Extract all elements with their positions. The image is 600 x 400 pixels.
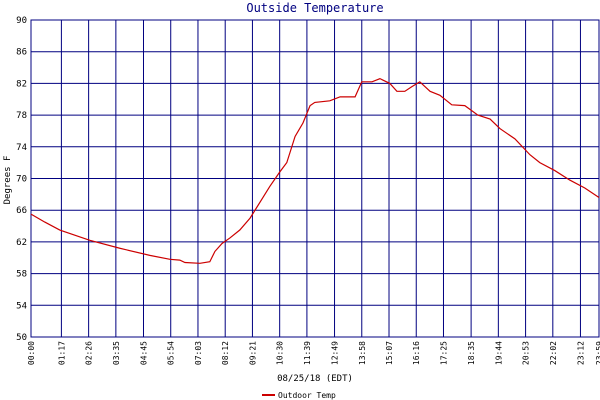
x-tick-label: 20:53 bbox=[522, 341, 531, 365]
x-tick-label: 05:54 bbox=[167, 341, 176, 365]
x-tick-label: 23:59 bbox=[595, 341, 600, 365]
y-tick-label: 86 bbox=[16, 48, 27, 58]
y-tick-label: 50 bbox=[16, 333, 27, 343]
x-tick-label: 16:16 bbox=[412, 341, 421, 365]
chart-title: Outside Temperature bbox=[246, 1, 383, 15]
legend-label: Outdoor Temp bbox=[278, 391, 336, 400]
y-tick-label: 70 bbox=[16, 175, 27, 185]
x-tick-label: 18:35 bbox=[467, 341, 476, 365]
data-line bbox=[30, 77, 600, 264]
x-tick-label: 15:07 bbox=[385, 341, 394, 365]
y-tick-label: 90 bbox=[16, 16, 27, 26]
x-axis-label: 08/25/18 (EDT) bbox=[277, 374, 353, 384]
y-tick-label: 58 bbox=[16, 270, 27, 280]
x-tick-label: 17:25 bbox=[439, 341, 448, 365]
y-tick-label: 66 bbox=[16, 206, 27, 216]
y-tick-label: 54 bbox=[16, 301, 27, 311]
y-tick-label: 74 bbox=[16, 143, 27, 153]
x-tick-label: 13:58 bbox=[358, 341, 367, 365]
x-tick-label: 11:39 bbox=[303, 341, 312, 365]
y-tick-label: 78 bbox=[16, 111, 27, 121]
x-tick-label: 12:49 bbox=[331, 341, 340, 365]
x-tick-label: 01:17 bbox=[57, 341, 66, 365]
x-tick-label: 23:12 bbox=[576, 341, 585, 365]
x-tick-label: 19:44 bbox=[494, 341, 503, 365]
y-tick-label: 82 bbox=[16, 79, 27, 89]
x-tick-label: 07:03 bbox=[194, 341, 203, 365]
x-tick-label: 08:12 bbox=[221, 341, 230, 365]
x-tick-label: 22:02 bbox=[549, 341, 558, 365]
x-tick-label: 04:45 bbox=[139, 341, 148, 365]
y-tick-label: 62 bbox=[16, 238, 27, 248]
y-axis-label: Degrees F bbox=[3, 156, 13, 205]
x-tick-label: 02:26 bbox=[85, 341, 94, 365]
x-tick-label: 10:30 bbox=[276, 341, 285, 365]
x-tick-label: 03:35 bbox=[112, 341, 121, 365]
x-tick-label: 00:00 bbox=[27, 341, 36, 365]
x-tick-label: 09:21 bbox=[248, 341, 257, 365]
